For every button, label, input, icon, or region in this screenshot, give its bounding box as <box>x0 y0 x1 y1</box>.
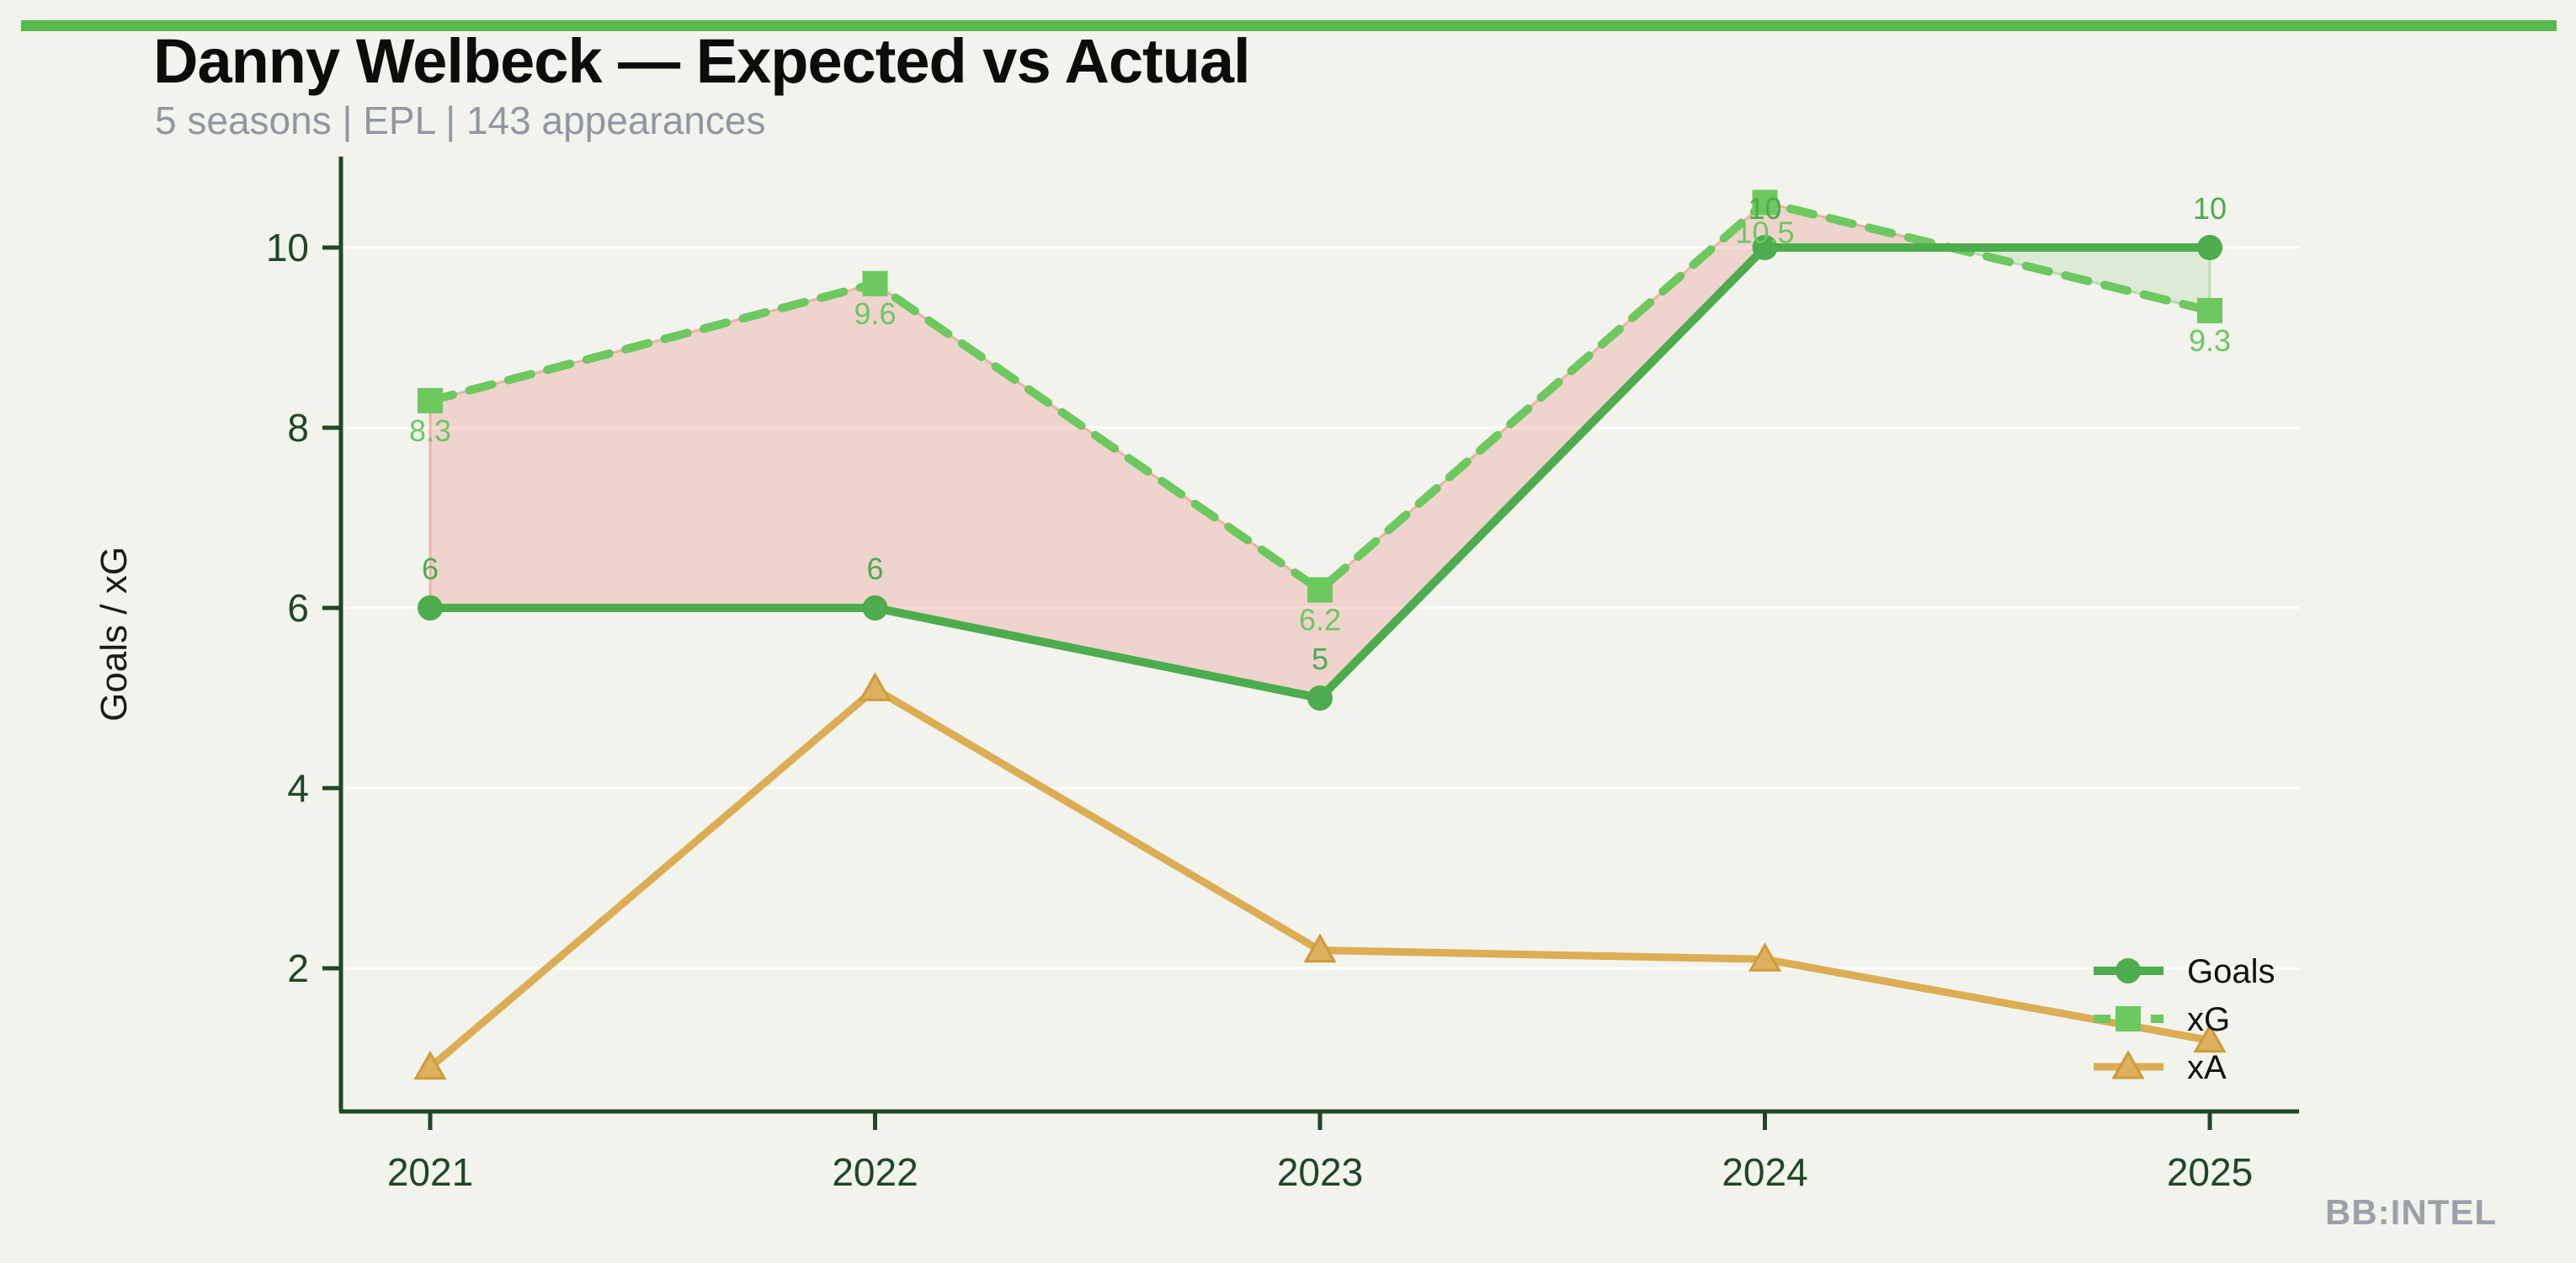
xg-value-label: 8.3 <box>409 413 451 448</box>
xa-marker <box>413 1050 447 1080</box>
legend-xa-label: xA <box>2187 1049 2227 1086</box>
x-tick-label: 2023 <box>1277 1150 1363 1194</box>
xa-marker <box>1303 933 1337 963</box>
y-tick-label: 10 <box>266 226 309 269</box>
xg-marker <box>1752 189 1778 216</box>
xg-marker <box>2197 297 2222 323</box>
watermark-logo: BB:INTEL <box>2325 1192 2497 1232</box>
goals-value-label: 10 <box>1748 191 1781 226</box>
xg-value-label: 6.2 <box>1299 603 1341 637</box>
xa-marker <box>1748 942 1782 972</box>
xg-marker <box>1307 577 1333 603</box>
xg-value-label: 9.6 <box>854 296 896 331</box>
goals-value-label: 5 <box>1312 642 1328 676</box>
x-tick-label: 2025 <box>2167 1150 2253 1194</box>
y-tick-label: 8 <box>287 406 309 450</box>
goals-marker <box>1752 235 1778 260</box>
xg-marker <box>862 270 888 296</box>
xg-value-label: 10.5 <box>1735 216 1794 250</box>
x-tick-label: 2022 <box>832 1150 918 1194</box>
y-axis-label: Goals / xG <box>93 546 135 722</box>
xg-marker <box>418 387 443 413</box>
goals-marker <box>2197 235 2222 260</box>
y-tick-label: 4 <box>287 766 309 810</box>
goals-marker <box>418 595 443 621</box>
xg-value-label: 9.3 <box>2189 323 2231 358</box>
goals-marker <box>862 595 888 621</box>
xa-marker <box>858 672 892 701</box>
legend-goals-marker <box>2116 958 2141 983</box>
x-tick-label: 2021 <box>387 1150 473 1194</box>
goals-value-label: 6 <box>866 552 883 586</box>
xa-marker <box>2193 1023 2227 1053</box>
goals-value-label: 6 <box>422 552 439 586</box>
legend-xg-label: xG <box>2187 1001 2230 1038</box>
page-subtitle: 5 seasons | EPL | 143 appearances <box>155 99 766 142</box>
x-tick-label: 2024 <box>1722 1150 1807 1194</box>
page-title: Danny Welbeck — Expected vs Actual <box>153 26 1251 96</box>
xa-line <box>426 685 2214 1072</box>
fill-xg-over-goals <box>428 201 1952 700</box>
y-tick-label: 2 <box>287 946 309 990</box>
xg-line <box>426 198 2214 594</box>
legend-goals-label: Goals <box>2187 953 2275 990</box>
goals-marker <box>1307 685 1333 711</box>
legend-xa-marker <box>2111 1049 2145 1079</box>
goals-value-label: 10 <box>2193 191 2227 226</box>
accent-bar <box>21 20 2557 31</box>
y-tick-label: 6 <box>287 586 309 630</box>
legend-xg-marker <box>2116 1006 2141 1031</box>
